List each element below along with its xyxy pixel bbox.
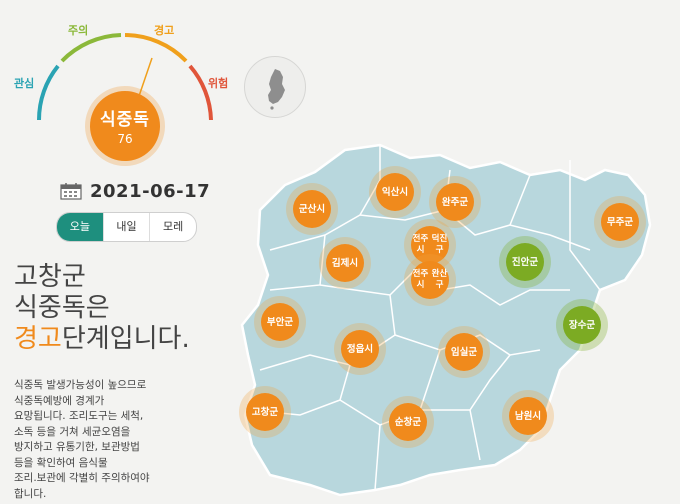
tab-today[interactable]: 오늘 (57, 213, 103, 241)
korea-map-icon[interactable] (244, 56, 306, 118)
headline-level: 경고 (14, 324, 62, 354)
map-marker[interactable]: 임실군 (445, 333, 483, 371)
description-line: 식중독 발생가능성이 높으므로 (14, 379, 147, 391)
gauge-label-interest: 관심 (14, 77, 35, 90)
map-marker[interactable]: 김제시 (326, 244, 364, 282)
description-line: 소독 등을 거쳐 세균오염을 (14, 425, 131, 438)
description-line: 합니다. (14, 487, 47, 500)
headline-suffix: 단계입니다. (61, 324, 190, 354)
headline-region: 고창군 (14, 262, 86, 292)
province-map-shape (240, 143, 652, 497)
tab-tomorrow[interactable]: 내일 (102, 213, 150, 241)
map-marker[interactable]: 순창군 (389, 403, 427, 441)
gauge-label-danger: 위험 (208, 77, 229, 90)
description-line: 방지하고 유통기한, 보관방법 (14, 441, 140, 453)
map-marker[interactable]: 완주군 (436, 183, 474, 221)
map-marker-label: 익산시 (381, 186, 409, 198)
map-marker-label: 무주군 (606, 216, 634, 228)
headline-level-line: 경고단계입니다. (14, 324, 190, 355)
tab-day-after-tomorrow[interactable]: 모레 (149, 213, 196, 241)
map-marker-label: 남원시 (514, 410, 542, 422)
map-marker[interactable]: 부안군 (261, 303, 299, 341)
map-marker-label: 군산시 (298, 203, 326, 215)
map-marker-label: 장수군 (568, 319, 596, 331)
map-marker-label: 완산구 (431, 269, 448, 290)
gauge-arc-interest (36, 64, 60, 121)
gauge-arc-warning (124, 33, 188, 63)
map-marker[interactable]: 진안군 (506, 243, 544, 281)
day-selector: 오늘 내일 모레 (56, 212, 197, 242)
map-marker[interactable]: 익산시 (376, 173, 414, 211)
gauge-arc-caution (60, 33, 122, 63)
current-level-label: 식중독 (100, 110, 150, 130)
map-marker[interactable]: 무주군 (601, 203, 639, 241)
korea-silhouette (268, 69, 285, 110)
calendar-icon (60, 183, 82, 200)
map-marker-label: 김제시 (331, 257, 359, 269)
risk-gauge (36, 33, 213, 121)
headline-subject: 식중독은 (14, 293, 110, 323)
current-risk-indicator: 식중독 76 (90, 91, 160, 161)
status-headline: 고창군 식중독은 경고단계입니다. (14, 262, 190, 355)
region-map: 군산시 익산시 완주군 무주군 전주시 덕진구 김제시 진안군 전주시 완산구 부안군 장수군 정읍시 임… (230, 140, 680, 504)
map-marker-label: 덕진구 (431, 234, 448, 255)
map-marker-label: 전주시 (412, 269, 429, 290)
date-display: 2021-06-17 (60, 178, 210, 204)
current-date: 2021-06-17 (90, 180, 211, 202)
description-line: 등을 확인하여 음식물 (14, 456, 108, 469)
description-line: 식중독예방에 경계가 (14, 394, 105, 407)
map-marker[interactable]: 남원시 (509, 397, 547, 435)
map-marker-label: 완주군 (441, 196, 469, 208)
risk-index-value: 76 (117, 132, 133, 146)
gauge-arc-danger (188, 64, 213, 121)
map-marker-label: 정읍시 (346, 343, 374, 355)
map-marker[interactable]: 장수군 (563, 306, 601, 344)
map-marker-label: 부안군 (266, 316, 294, 328)
status-description: 식중독 발생가능성이 높으므로 식중독예방에 경계가 요망됩니다. 조리도구는 … (14, 378, 204, 502)
map-marker-label: 진안군 (511, 256, 539, 268)
map-marker[interactable]: 고창군 (246, 393, 284, 431)
map-marker[interactable]: 전주시 완산구 (411, 261, 449, 299)
map-marker[interactable]: 정읍시 (341, 330, 379, 368)
gauge-label-caution: 주의 (68, 24, 89, 37)
map-marker-label: 고창군 (251, 406, 279, 418)
description-line: 조리.보관에 각별히 주의하여야 (14, 472, 150, 484)
gauge-label-warning: 경고 (154, 24, 175, 37)
map-marker[interactable]: 전주시 덕진구 (411, 226, 449, 264)
map-marker-label: 전주시 (412, 234, 429, 255)
description-line: 요망됩니다. 조리도구는 세척, (14, 410, 144, 422)
map-marker-label: 순창군 (394, 416, 422, 428)
map-marker[interactable]: 군산시 (293, 190, 331, 228)
gauge-needle (137, 57, 153, 100)
map-marker-label: 임실군 (450, 346, 478, 358)
